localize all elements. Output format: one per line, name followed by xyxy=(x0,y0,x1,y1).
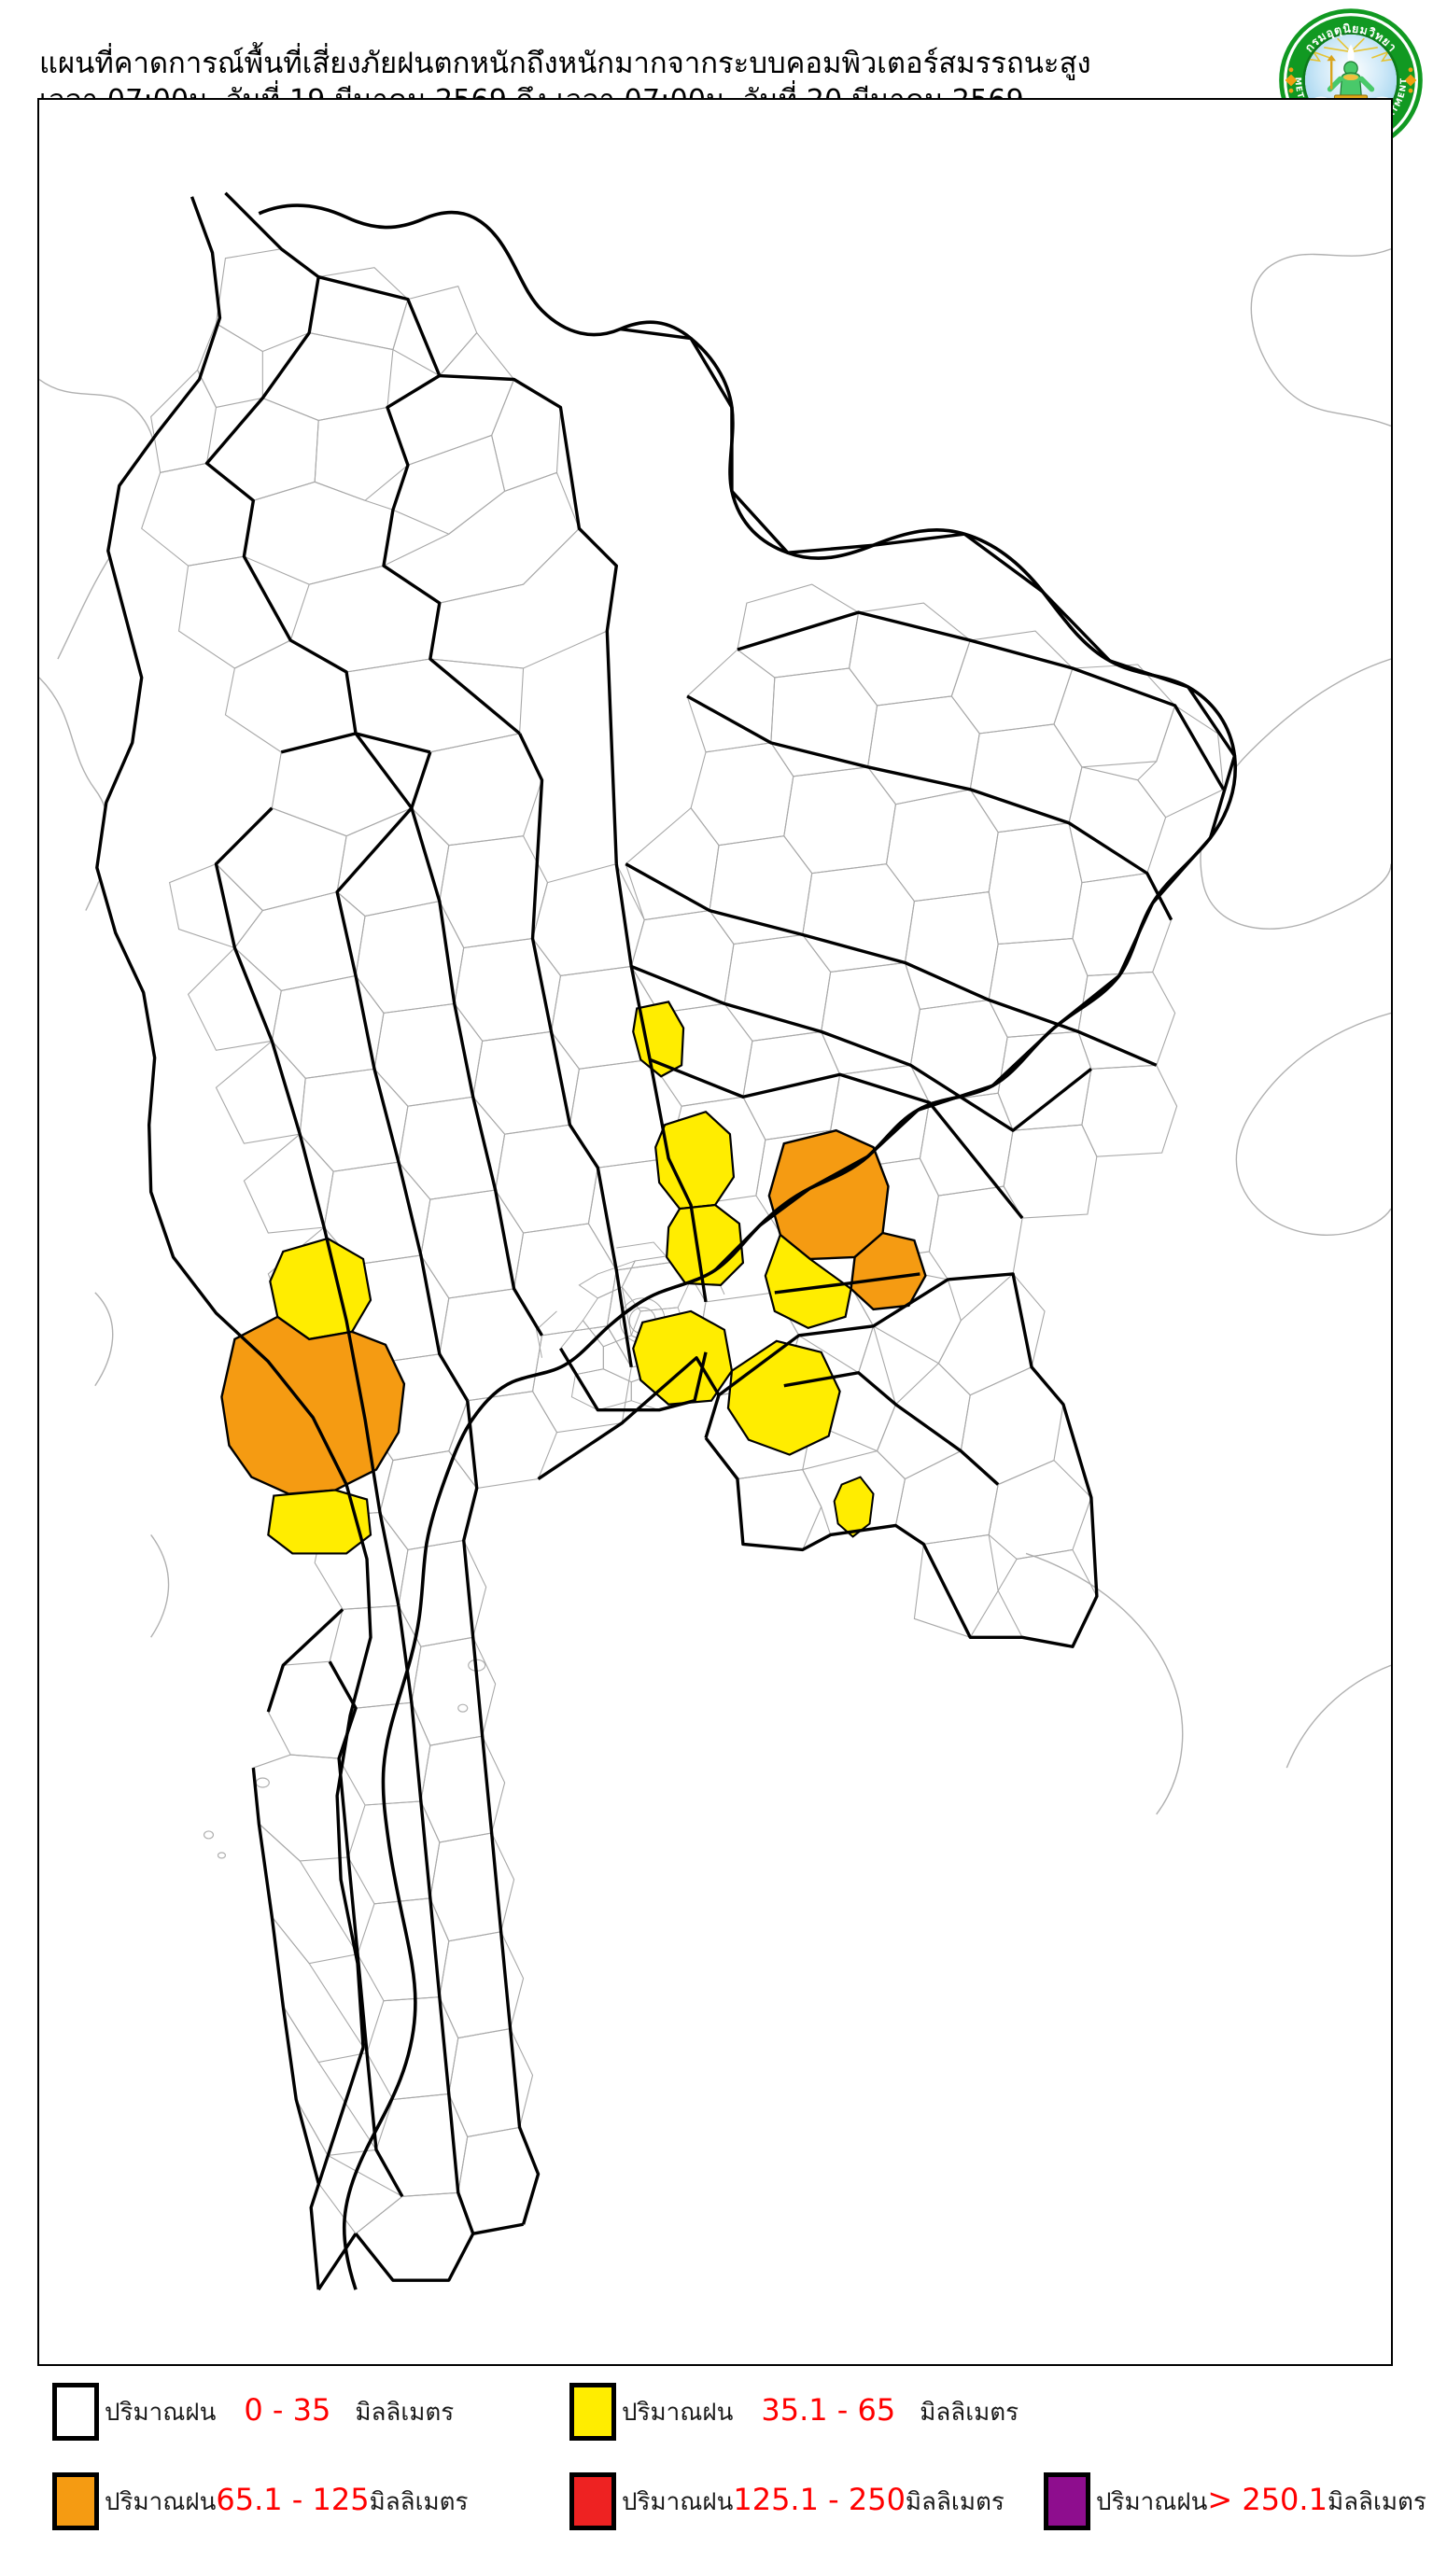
legend-swatch-125-250 xyxy=(569,2472,616,2530)
legend-label-over-250: ปริมาณฝน xyxy=(1096,2488,1208,2516)
region-rayong xyxy=(632,1309,734,1406)
legend-unit-65-125: มิลลิเมตร xyxy=(369,2488,469,2516)
district-mesh xyxy=(96,192,1236,2290)
legend-swatch-over-250 xyxy=(1044,2472,1090,2530)
province-boundaries xyxy=(95,191,1237,2291)
legend-label-125-250: ปริมาณฝน xyxy=(622,2488,734,2516)
map-frame xyxy=(37,98,1393,2366)
legend-value-over-250: > 250.1 xyxy=(1207,2482,1328,2517)
region-phetchaburi-coast xyxy=(267,1489,372,1555)
thailand-rainfall-map xyxy=(39,191,1391,2291)
legend-text-over-250: ปริมาณฝน > 250.1 มิลลิเมตร xyxy=(1096,2482,1426,2521)
region-trat-north xyxy=(850,1231,927,1311)
legend-value-125-250: 125.1 - 250 xyxy=(733,2482,906,2517)
region-saraburi-lopburi xyxy=(632,1001,685,1078)
legend-row-2: ปริมาณฝน 65.1 - 125 มิลลิเมตร ปริมาณฝน 1… xyxy=(37,2468,1426,2544)
legend-swatch-0-35 xyxy=(52,2383,99,2441)
legend-row-1: ปริมาณฝน 0 - 35 มิลลิเมตร ปริมาณฝน 35.1 … xyxy=(37,2378,1396,2455)
legend-unit-35-65: มิลลิเมตร xyxy=(920,2399,1019,2427)
legend: ปริมาณฝน 0 - 35 มิลลิเมตร ปริมาณฝน 35.1 … xyxy=(37,2378,1426,2565)
legend-value-65-125: 65.1 - 125 xyxy=(216,2482,370,2517)
legend-text-125-250: ปริมาณฝน 125.1 - 250 มิลลิเมตร xyxy=(622,2482,1005,2521)
region-ko-chang xyxy=(833,1476,875,1538)
legend-text-0-35: ปริมาณฝน 0 - 35 มิลลิเมตร xyxy=(105,2392,454,2431)
region-nakhon-nayok xyxy=(654,1110,736,1211)
legend-text-65-125: ปริมาณฝน 65.1 - 125 มิลลิเมตร xyxy=(105,2482,468,2521)
legend-label-35-65: ปริมาณฝน xyxy=(622,2399,734,2427)
legend-unit-125-250: มิลลิเมตร xyxy=(905,2488,1005,2516)
country-outline xyxy=(258,203,1237,2290)
legend-label-65-125: ปริมาณฝน xyxy=(105,2488,217,2516)
legend-unit-0-35: มิลลิเมตร xyxy=(355,2399,455,2427)
legend-text-35-65: ปริมาณฝน 35.1 - 65 มิลลิเมตร xyxy=(622,2392,1019,2431)
legend-unit-over-250: มิลลิเมตร xyxy=(1327,2488,1426,2516)
legend-label-0-35: ปริมาณฝน xyxy=(105,2399,217,2427)
legend-item-65-125[interactable]: ปริมาณฝน 65.1 - 125 มิลลิเมตร xyxy=(52,2468,468,2535)
legend-item-35-65[interactable]: ปริมาณฝน 35.1 - 65 มิลลิเมตร xyxy=(569,2378,1019,2445)
region-prachinburi xyxy=(666,1203,745,1287)
legend-item-over-250[interactable]: ปริมาณฝน > 250.1 มิลลิเมตร xyxy=(1044,2468,1426,2535)
legend-item-0-35[interactable]: ปริมาณฝน 0 - 35 มิลลิเมตร xyxy=(52,2378,454,2445)
legend-swatch-65-125 xyxy=(52,2472,99,2530)
legend-swatch-35-65 xyxy=(569,2383,616,2441)
legend-value-35-65: 35.1 - 65 xyxy=(761,2392,896,2428)
region-chonburi-east xyxy=(726,1339,841,1456)
legend-item-125-250[interactable]: ปริมาณฝน 125.1 - 250 มิลลิเมตร xyxy=(569,2468,1005,2535)
legend-value-0-35: 0 - 35 xyxy=(244,2392,331,2428)
region-trat-south xyxy=(764,1233,852,1330)
page-title-line-1: แผนที่คาดการณ์พื้นที่เสี่ยงภัยฝนตกหนักถึ… xyxy=(39,47,1091,80)
